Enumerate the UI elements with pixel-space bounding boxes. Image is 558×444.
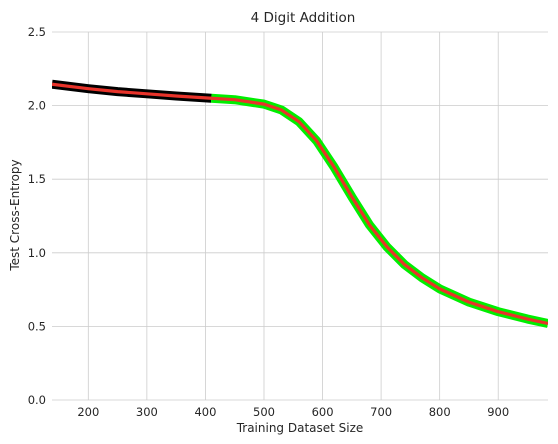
- y-tick-label-1: 0.5: [28, 319, 46, 333]
- y-tick-label-4: 2.0: [28, 99, 46, 113]
- series-fit-line: [52, 82, 548, 326]
- x-tick-label-4: 600: [312, 405, 334, 419]
- y-axis-label: Test Cross-Entropy: [8, 159, 22, 271]
- y-tick-label-2: 1.0: [28, 246, 46, 260]
- x-tick-label-2: 400: [194, 405, 216, 419]
- plot-area: [52, 79, 548, 328]
- x-tick-label-6: 800: [429, 405, 451, 419]
- x-tick-label-3: 500: [253, 405, 275, 419]
- x-tick-label-5: 700: [370, 405, 392, 419]
- x-tick-label-7: 900: [487, 405, 509, 419]
- y-tick-label-0: 0.0: [28, 393, 46, 407]
- series-band-late-line: [210, 93, 548, 328]
- x-axis-label: Training Dataset Size: [236, 421, 364, 435]
- tick-labels: 200 300 400 500 600 700 800 900 0.0 0.5 1.0 1.5 2.0 2…: [28, 25, 509, 419]
- x-tick-label-1: 300: [136, 405, 158, 419]
- grid: [52, 31, 548, 401]
- x-tick-label-0: 200: [77, 405, 99, 419]
- chart-title: 4 Digit Addition: [251, 10, 356, 26]
- y-tick-label-3: 1.5: [28, 172, 46, 186]
- y-tick-label-5: 2.5: [28, 25, 46, 39]
